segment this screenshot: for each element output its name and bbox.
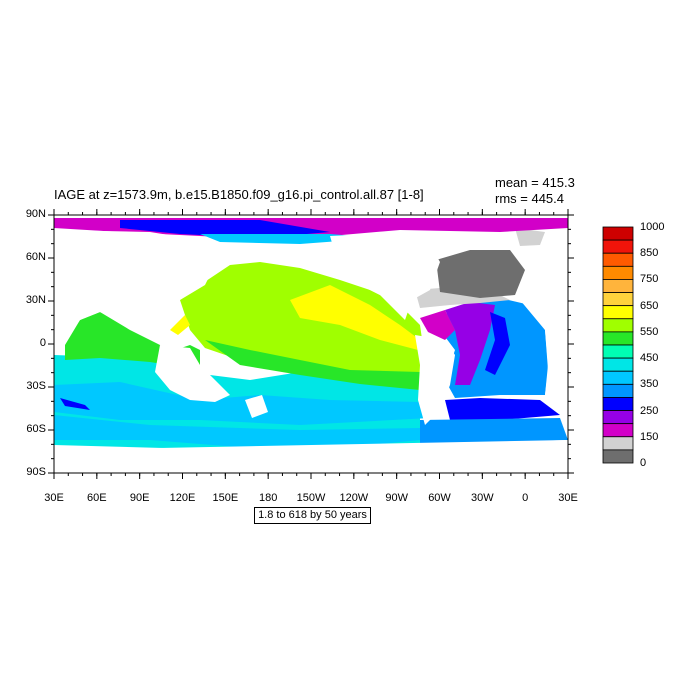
deep-southern-band — [54, 382, 430, 425]
range-label: 1.8 to 618 by 50 years — [254, 507, 371, 524]
deep-blue-patch — [60, 398, 90, 410]
colorbar-label: 350 — [640, 378, 659, 391]
mean-label: mean = 415.3 — [495, 175, 575, 190]
greenland-sea-grey — [515, 228, 545, 246]
y-tick-label: 90N — [25, 208, 46, 220]
colorbar-label: 750 — [640, 273, 659, 286]
atlantic-deep-blue — [485, 312, 510, 375]
pacific-yellow — [290, 285, 420, 350]
colorbar-label: 650 — [640, 299, 659, 312]
colorbar — [602, 226, 634, 464]
colorbar-swatch — [602, 226, 634, 241]
gulf-magenta — [420, 310, 455, 340]
ocean-field — [54, 218, 568, 473]
x-tick-label: 180 — [258, 492, 278, 504]
south-america-land — [415, 335, 455, 425]
colorbar-label: 550 — [640, 325, 659, 338]
colorbar-swatch — [602, 423, 634, 438]
colorbar-swatch — [602, 279, 634, 293]
pacific-green — [205, 340, 420, 390]
y-tick-label: 30N — [25, 294, 46, 306]
x-tick-label: 30E — [558, 492, 578, 504]
arctic-deep-blue — [120, 220, 330, 238]
y-tick-label: 90S — [26, 466, 46, 478]
eurasia-land — [54, 230, 215, 345]
colorbar-swatch — [602, 397, 634, 411]
x-tick-label: 150E — [212, 492, 239, 504]
south-atlantic-deep — [445, 398, 560, 420]
antarctic-band — [54, 415, 420, 452]
north-atlantic-grey — [415, 288, 510, 308]
africa-land — [520, 300, 568, 395]
x-tick-label: 120E — [169, 492, 196, 504]
y-tick-label: 60N — [25, 251, 46, 263]
south-atlantic-band — [420, 418, 568, 445]
y-tick-label: 30S — [26, 380, 46, 392]
x-tick-label: 30E — [44, 492, 64, 504]
australia-land — [155, 345, 230, 402]
antarctica-land — [54, 440, 568, 473]
pacific-west-yellow — [170, 315, 190, 335]
colorbar-label: 150 — [640, 430, 659, 443]
x-tick-label: 0 — [522, 492, 529, 504]
colorbar-label: 250 — [640, 404, 659, 417]
colorbar-swatch — [602, 383, 634, 398]
x-tick-label: 90E — [129, 492, 150, 504]
colorbar-swatch — [602, 370, 634, 385]
x-tick-label: 120W — [339, 492, 369, 504]
colorbar-label: 850 — [640, 247, 659, 260]
x-tick-label: 30W — [471, 492, 494, 504]
x-tick-label: 60W — [428, 492, 451, 504]
new-zealand-land — [245, 395, 268, 418]
north-america-land — [330, 232, 440, 320]
colorbar-swatch — [602, 292, 634, 307]
x-tick-label: 90W — [385, 492, 408, 504]
colorbar-swatch — [602, 449, 634, 464]
colorbar-label: 450 — [640, 352, 659, 365]
rms-label: rms = 445.4 — [495, 191, 565, 206]
arctic-grey — [436, 250, 525, 298]
atlantic-purple — [445, 302, 495, 385]
y-tick-label: 0 — [39, 337, 46, 349]
colorbar-swatch — [602, 436, 634, 451]
colorbar-swatch — [602, 305, 634, 320]
colorbar-swatch — [602, 252, 634, 267]
colorbar-swatch — [602, 344, 634, 359]
colorbar-swatch — [602, 265, 634, 280]
y-tick-label: 60S — [26, 423, 46, 435]
axis-ticks — [48, 209, 574, 479]
x-tick-label: 150W — [296, 492, 326, 504]
colorbar-swatch — [602, 331, 634, 346]
colorbar-swatch — [602, 410, 634, 425]
colorbar-label: 1000 — [640, 221, 665, 233]
figure-title: IAGE at z=1573.9m, b.e15.B1850.f09_g16.p… — [54, 187, 424, 202]
colorbar-swatch — [602, 357, 634, 372]
x-tick-label: 60E — [87, 492, 107, 504]
colorbar-swatch — [602, 318, 634, 333]
colorbar-label: 0 — [640, 457, 647, 469]
colorbar-swatch — [602, 239, 634, 254]
